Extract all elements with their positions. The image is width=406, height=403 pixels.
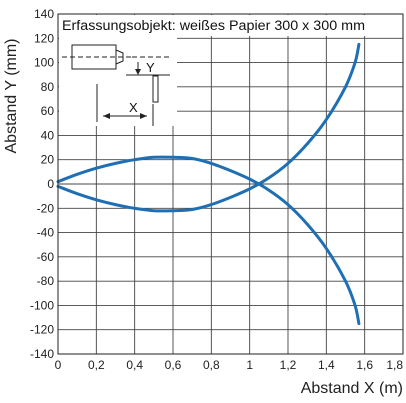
data-series	[56, 42, 361, 326]
x-tick-label: 0	[55, 358, 62, 372]
x-tick-label: 0,2	[88, 358, 105, 372]
y-tick-label: 100	[34, 56, 54, 70]
x-tick-label: 0,4	[126, 358, 143, 372]
x-tick-label: 1	[246, 358, 253, 372]
x-tick-label: 1,6	[356, 358, 373, 372]
caption-box	[59, 15, 367, 36]
chart-caption: Erfassungsobjekt: weißes Papier 300 x 30…	[62, 18, 365, 33]
y-tick-label: 20	[41, 153, 55, 167]
y-tick-label: -120	[30, 323, 54, 337]
setup-inset-diagram: Y X	[59, 36, 177, 126]
y-tick-label: -20	[37, 201, 55, 215]
x-tick-label: 0,6	[165, 358, 182, 372]
y-tick-label: 120	[34, 31, 54, 45]
y-tick-label: 60	[41, 104, 55, 118]
x-tick-label: 1,8	[386, 358, 403, 372]
series-line-1	[56, 155, 361, 326]
x-tick-label: 1,4	[318, 358, 335, 372]
inset-x-label: X	[129, 100, 138, 115]
y-dimension-arrow	[135, 69, 141, 75]
series-line-2	[56, 42, 361, 213]
y-tick-label: 40	[41, 128, 55, 142]
x-axis-title: Abstand X (m)	[301, 380, 403, 397]
y-tick-labels: 140 120 100 80 60 40 20 0 -20 -40 -60 -80 -100 -120 -1…	[30, 7, 54, 361]
target-paper	[152, 75, 159, 103]
y-tick-label: -60	[37, 250, 55, 264]
x-tick-label: 0,8	[203, 358, 220, 372]
y-tick-label: -140	[30, 347, 54, 361]
x-dimension-arrow-left	[103, 113, 110, 119]
inset-y-label: Y	[146, 60, 155, 75]
y-tick-label: -40	[37, 226, 55, 240]
y-axis-title: Abstand Y (mm)	[3, 38, 20, 153]
x-dimension-arrow-right	[140, 113, 147, 119]
y-tick-label: -100	[30, 298, 54, 312]
y-tick-label: 80	[41, 80, 55, 94]
x-tick-labels: 0 0,2 0,4 0,6 0,8 1 1,2 1,4 1,6 1,8	[55, 358, 404, 372]
x-tick-label: 1,2	[280, 358, 297, 372]
y-tick-label: 140	[34, 7, 54, 21]
y-tick-label: 0	[47, 177, 54, 191]
plot-frame	[57, 13, 404, 355]
y-tick-label: -80	[37, 274, 55, 288]
